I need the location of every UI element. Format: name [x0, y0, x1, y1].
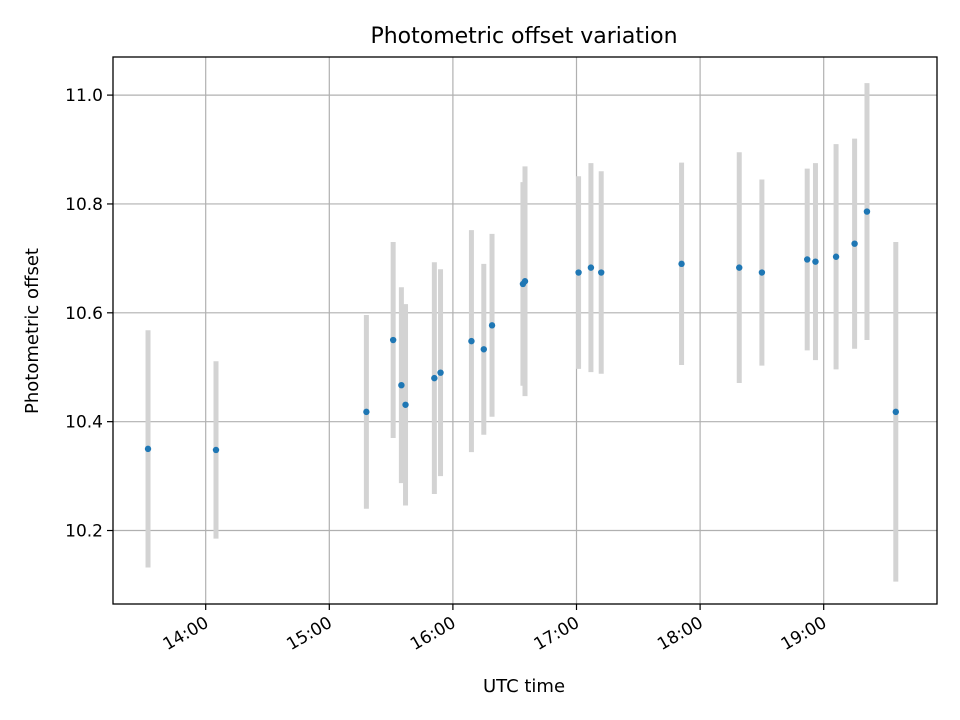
y-axis-ticks: 10.2 10.4 10.6 10.8 11.0 [65, 86, 113, 542]
y-tick-label: 10.6 [65, 304, 103, 324]
chart-title: Photometric offset variation [370, 24, 677, 49]
x-tick-label: 17:00 [531, 613, 583, 655]
x-tick-label: 15:00 [283, 613, 335, 655]
x-tick-label: 19:00 [778, 613, 830, 655]
x-tick-label: 18:00 [654, 613, 706, 655]
data-point [402, 401, 409, 408]
data-point [587, 264, 595, 271]
data-point [363, 408, 370, 416]
data-point [212, 446, 220, 454]
data-point [389, 336, 397, 344]
data-points [144, 208, 899, 454]
data-point [468, 337, 475, 345]
data-point [488, 322, 496, 329]
data-point [431, 374, 438, 382]
data-point [398, 382, 405, 389]
error-bars [145, 83, 899, 582]
y-tick-label: 11.0 [65, 86, 103, 106]
x-tick-label: 16:00 [407, 613, 459, 655]
y-axis-label: Photometric offset [22, 248, 43, 414]
data-point [575, 269, 582, 276]
plot-frame [112, 56, 938, 605]
data-point [832, 253, 840, 260]
data-point [678, 260, 685, 268]
data-point [521, 278, 529, 285]
data-point [144, 445, 152, 453]
data-point [812, 258, 819, 265]
data-point [480, 346, 487, 353]
y-tick-label: 10.4 [65, 413, 103, 433]
x-tick-label: 14:00 [160, 613, 212, 655]
x-axis-ticks: 14:00 15:00 16:00 17:00 18:00 19:00 [160, 604, 830, 655]
data-point [863, 208, 871, 215]
y-tick-label: 10.2 [65, 522, 103, 542]
data-point [736, 264, 743, 271]
data-point [598, 269, 605, 276]
data-point [804, 256, 811, 263]
x-axis-label: UTC time [483, 676, 565, 697]
data-point [892, 408, 899, 416]
data-point [437, 369, 444, 376]
y-tick-label: 10.8 [65, 195, 103, 215]
data-point [851, 240, 858, 247]
data-point [758, 269, 766, 276]
